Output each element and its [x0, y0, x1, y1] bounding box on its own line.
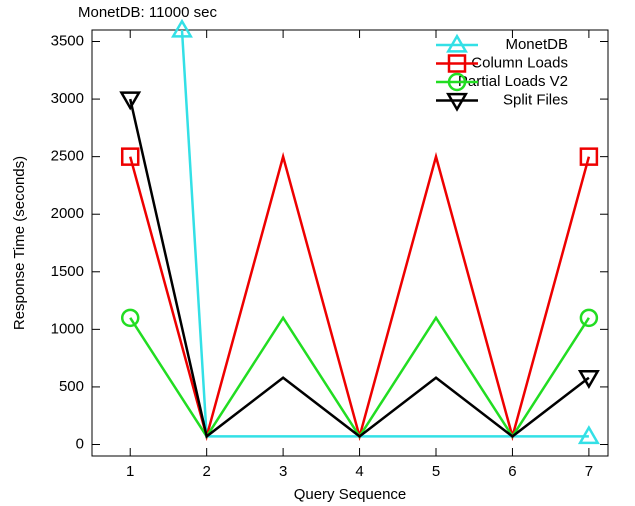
y-tick-label: 1500 [51, 263, 84, 280]
x-tick-label: 1 [126, 463, 134, 480]
y-tick-label: 2000 [51, 205, 84, 222]
marker [577, 370, 600, 390]
line [129, 315, 590, 439]
annotation: MonetDB: 11000 sec [78, 4, 217, 21]
x-axis-label: Query Sequence [294, 486, 407, 503]
marker [120, 308, 140, 328]
x-tick-label: 5 [432, 463, 440, 480]
y-tick-label: 2500 [51, 148, 84, 165]
y-axis-label: Response Time (seconds) [11, 156, 28, 330]
marker [579, 147, 599, 166]
marker [119, 91, 142, 111]
marker [120, 147, 140, 166]
y-tick-label: 500 [59, 378, 84, 395]
marker [579, 308, 599, 328]
y-tick-label: 1000 [51, 320, 84, 337]
marker [171, 18, 193, 38]
y-tick-label: 0 [76, 435, 84, 452]
y-tick-label: 3500 [51, 32, 84, 49]
legend-label: Partial Loads V2 [458, 73, 568, 90]
plot-frame [91, 29, 609, 457]
marker [446, 92, 468, 112]
x-tick-label: 2 [202, 463, 210, 480]
legend-label: MonetDB [505, 36, 568, 53]
line [129, 98, 590, 439]
plot-area [129, 30, 591, 442]
y-tick-label: 3000 [51, 90, 84, 107]
marker [447, 54, 467, 73]
marker [577, 425, 600, 445]
legend-label: Column Loads [471, 54, 568, 71]
marker [446, 33, 468, 53]
x-tick-label: 4 [355, 463, 363, 480]
x-tick-label: 3 [279, 463, 287, 480]
x-tick-label: 7 [585, 463, 593, 480]
legend-label: Split Files [503, 91, 568, 108]
marker [447, 72, 467, 92]
x-tick-label: 6 [508, 463, 516, 480]
